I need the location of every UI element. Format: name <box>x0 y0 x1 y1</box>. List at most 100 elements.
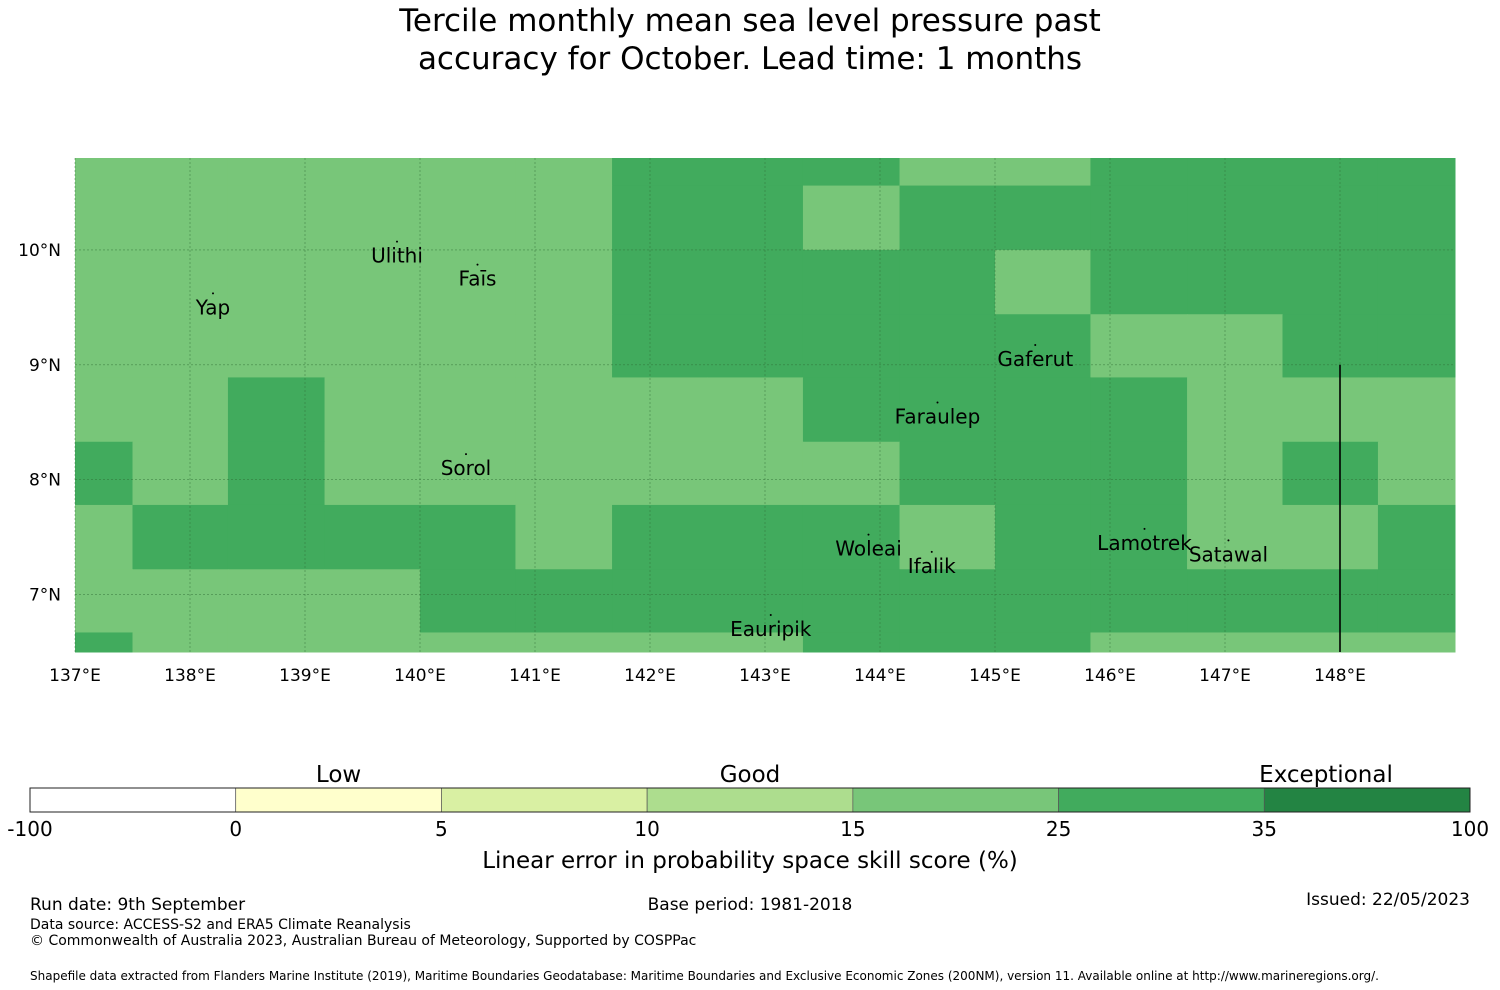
grid-cell <box>802 314 901 378</box>
grid-cell <box>420 569 516 633</box>
grid-cell <box>802 377 901 443</box>
lon-tick-label: 144°E <box>854 666 906 686</box>
grid-cell <box>420 158 516 187</box>
grid-cell <box>324 504 421 570</box>
lat-tick-label: 10°N <box>18 241 61 261</box>
grid-cell <box>420 314 516 378</box>
grid-cell <box>612 249 708 315</box>
grid-cell <box>132 249 229 315</box>
lon-tick-label: 139°E <box>279 666 331 686</box>
colorbar: -100 0 5 10 15 25 35 100 Low Good Exceptional Linea… <box>7 762 1489 874</box>
colorbar-category-label: Good <box>720 762 781 788</box>
grid-cell <box>324 158 421 187</box>
lat-tick-label: 9°N <box>29 356 61 376</box>
grid-cell <box>324 632 421 653</box>
map-title: Tercile monthly mean sea level pressure … <box>0 2 1500 78</box>
grid-cell <box>1090 569 1188 633</box>
issued-date: Issued: 22/05/2023 <box>1306 890 1470 910</box>
grid-cell <box>995 377 1091 443</box>
grid-cell <box>515 158 613 187</box>
lon-tick-label: 141°E <box>509 666 561 686</box>
grid-cell <box>1187 569 1283 633</box>
island-labels: Yap Ulithi Faīs Gaferut Faraulep Sorol WoleaiI… <box>195 240 1268 641</box>
island-label: Woleai <box>835 537 902 561</box>
grid-cell <box>1377 632 1456 653</box>
grid-cell <box>1090 441 1188 506</box>
grid-cell <box>1282 249 1379 315</box>
grid-cell <box>324 377 421 443</box>
grid-cell <box>515 185 613 251</box>
lon-tick-label: 148°E <box>1314 666 1366 686</box>
grid-cell <box>1090 504 1188 570</box>
grid-cell <box>995 314 1091 378</box>
grid-cell <box>75 504 133 570</box>
island-label: Lamotrek <box>1097 531 1192 555</box>
grid-cell <box>132 569 229 633</box>
longitude-tick-labels: 137°E 138°E 139°E 140°E 141°E 142°E 143°E 144°E… <box>49 666 1366 686</box>
grid-cell <box>1377 569 1456 633</box>
grid-cell <box>132 441 229 506</box>
grid-cell <box>420 185 516 251</box>
colorbar-tick-label: 25 <box>1046 817 1071 841</box>
island-marker <box>936 401 939 404</box>
island-label: Faraulep <box>895 404 981 428</box>
grid-cell <box>1282 569 1379 633</box>
grid-cell <box>995 441 1091 506</box>
grid-cell <box>802 504 901 570</box>
grid-cell <box>612 569 708 633</box>
colorbar-segment <box>235 787 442 813</box>
grid-cell <box>612 314 708 378</box>
grid-cell <box>707 158 804 187</box>
grid-cell <box>1187 185 1283 251</box>
grid-cell <box>802 158 901 187</box>
grid-cell <box>995 504 1091 570</box>
data-source: Data source: ACCESS-S2 and ERA5 Climate … <box>30 917 411 933</box>
colorbar-tick-label: 100 <box>1451 817 1489 841</box>
grid-cell <box>75 314 133 378</box>
lon-tick-label: 140°E <box>394 666 446 686</box>
grid-cell <box>802 441 901 506</box>
island-label: Gaferut <box>997 347 1073 371</box>
grid-cell <box>75 632 133 653</box>
grid-cell <box>707 632 804 653</box>
lon-tick-label: 147°E <box>1199 666 1251 686</box>
grid-cell <box>227 569 326 633</box>
grid-cell <box>420 249 516 315</box>
grid-cell <box>75 377 133 443</box>
grid-cell <box>612 504 708 570</box>
lon-tick-label: 138°E <box>164 666 216 686</box>
grid-cell <box>515 249 613 315</box>
grid-cell <box>612 185 708 251</box>
grid-cell <box>324 249 421 315</box>
grid-cell <box>227 249 326 315</box>
grid-cell <box>132 314 229 378</box>
lon-tick-label: 143°E <box>739 666 791 686</box>
colorbar-category-label: Exceptional <box>1259 762 1393 788</box>
grid-cell <box>899 569 996 633</box>
grid-cell <box>75 441 133 506</box>
grid-cell <box>75 158 133 187</box>
island-label: Sorol <box>441 456 492 480</box>
grid-cell <box>995 249 1091 315</box>
grid-cell <box>132 158 229 187</box>
grid-cell <box>75 185 133 251</box>
island-marker <box>867 533 870 536</box>
grid-cell <box>1187 441 1283 506</box>
grid-cell <box>612 158 708 187</box>
island-marker <box>1143 527 1146 530</box>
colorbar-segment <box>1263 787 1471 813</box>
grid-cell <box>899 632 996 653</box>
grid-cell <box>899 314 996 378</box>
grid-cell <box>802 249 901 315</box>
colorbar-frame <box>29 787 1471 813</box>
colorbar-tick-label: 0 <box>229 817 242 841</box>
grid-cell <box>227 632 326 653</box>
grid-cell <box>420 632 516 653</box>
grid-cells <box>75 158 1456 653</box>
grid-cell <box>1377 504 1456 570</box>
colorbar-segment <box>1058 787 1265 813</box>
grid-cell <box>1282 441 1379 506</box>
island-marker <box>1034 344 1037 347</box>
grid-cell <box>707 377 804 443</box>
grid-cell <box>1377 441 1456 506</box>
